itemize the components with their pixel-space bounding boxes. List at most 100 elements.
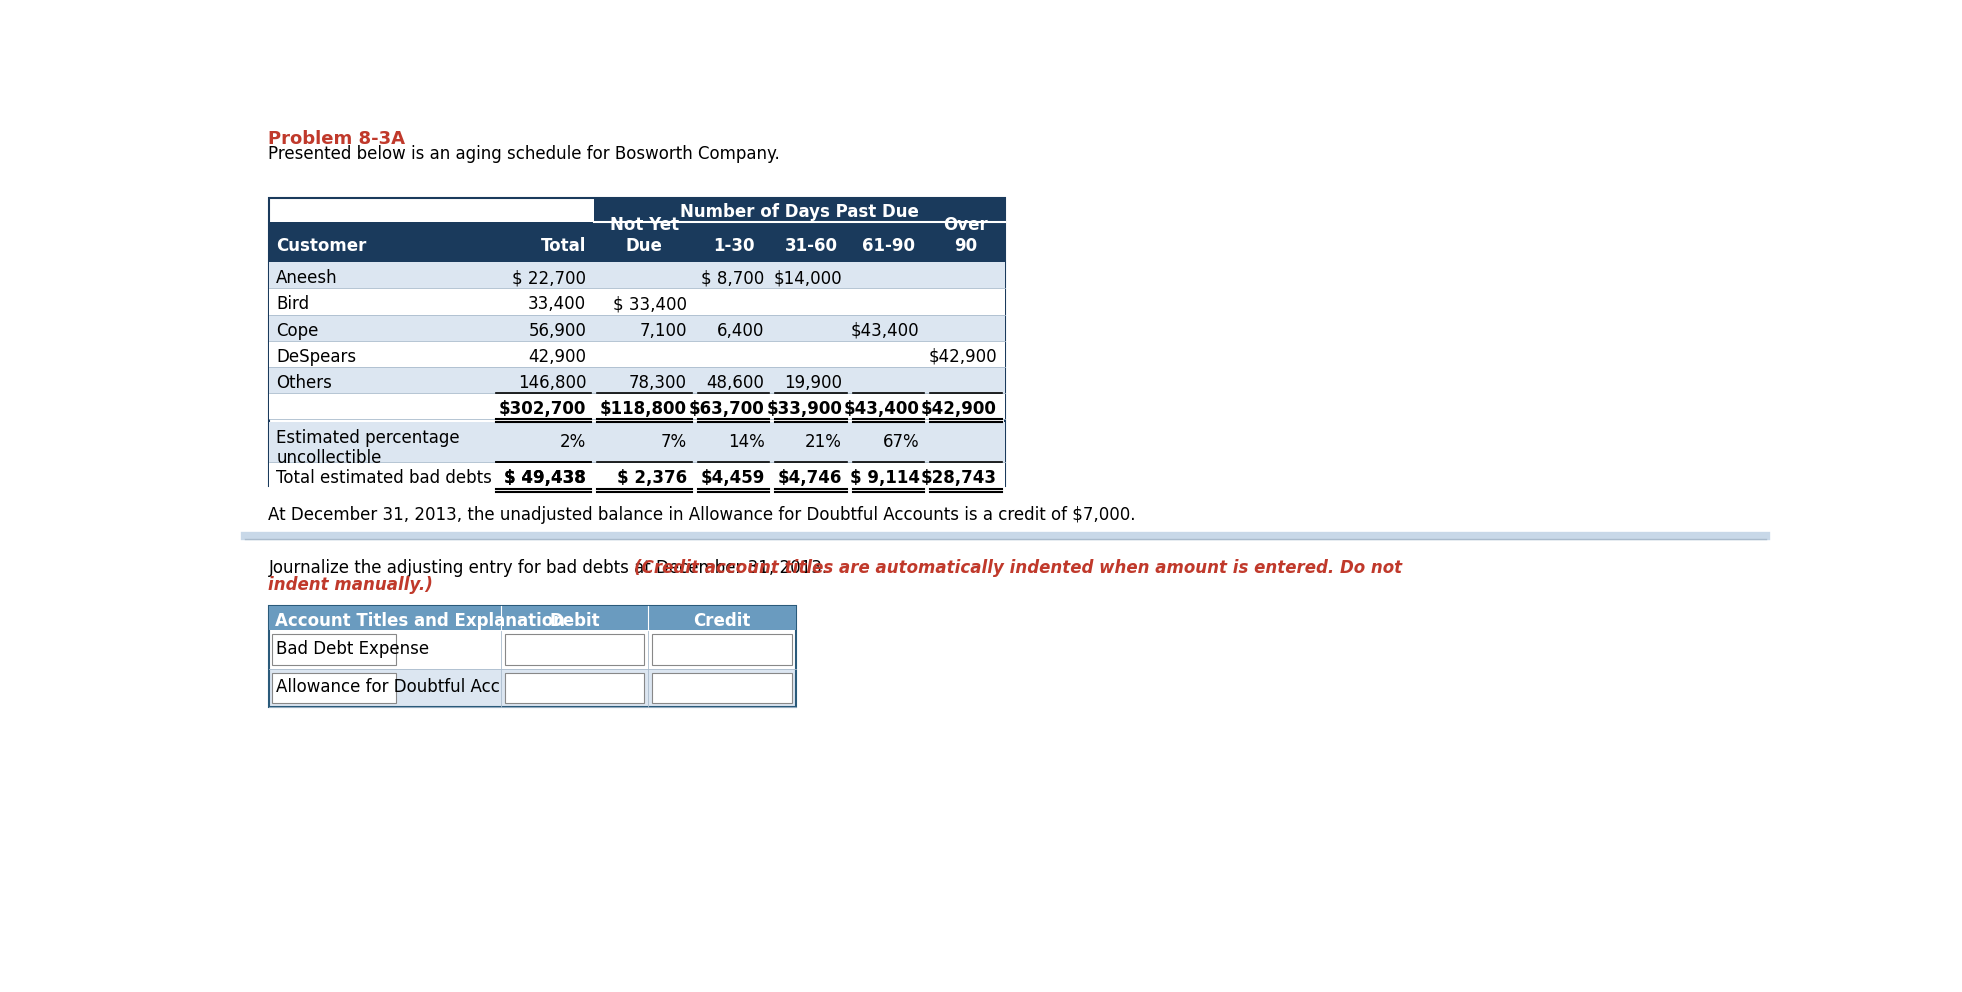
Text: Journalize the adjusting entry for bad debts at December 31, 2013.: Journalize the adjusting entry for bad d… bbox=[269, 559, 834, 577]
Bar bbox=[928, 423, 1005, 462]
Text: $63,700: $63,700 bbox=[689, 400, 765, 418]
Text: 1-30: 1-30 bbox=[712, 236, 753, 255]
Bar bbox=[594, 289, 695, 314]
Bar bbox=[773, 341, 850, 367]
Text: Aneesh: Aneesh bbox=[277, 269, 337, 288]
Text: $ 33,400: $ 33,400 bbox=[612, 296, 687, 313]
Text: $33,900: $33,900 bbox=[765, 400, 842, 418]
Bar bbox=[594, 367, 695, 393]
Text: $14,000: $14,000 bbox=[773, 269, 842, 288]
Text: $118,800: $118,800 bbox=[600, 400, 687, 418]
Bar bbox=[269, 367, 492, 393]
Bar bbox=[269, 423, 492, 462]
Bar bbox=[850, 423, 928, 462]
Bar bbox=[269, 289, 492, 314]
Text: Others: Others bbox=[277, 374, 332, 392]
Bar bbox=[492, 423, 594, 462]
Bar bbox=[492, 262, 594, 289]
Bar bbox=[500, 606, 647, 630]
Bar bbox=[850, 367, 928, 393]
Bar bbox=[695, 314, 773, 341]
Bar bbox=[773, 423, 850, 462]
Bar bbox=[594, 314, 695, 341]
Bar bbox=[850, 393, 928, 420]
Text: 78,300: 78,300 bbox=[630, 374, 687, 392]
Bar bbox=[695, 289, 773, 314]
Bar bbox=[269, 606, 795, 707]
Text: Not Yet
Due: Not Yet Due bbox=[610, 216, 679, 255]
Text: Bad Debt Expense: Bad Debt Expense bbox=[277, 640, 430, 658]
Bar bbox=[850, 262, 928, 289]
Bar bbox=[504, 634, 644, 665]
Text: 31-60: 31-60 bbox=[785, 236, 838, 255]
Bar bbox=[647, 606, 795, 630]
Text: 21%: 21% bbox=[804, 434, 842, 451]
Text: 2%: 2% bbox=[559, 434, 587, 451]
Text: Presented below is an aging schedule for Bosworth Company.: Presented below is an aging schedule for… bbox=[269, 145, 781, 164]
Bar bbox=[651, 673, 791, 703]
Text: Number of Days Past Due: Number of Days Past Due bbox=[681, 203, 918, 221]
Bar bbox=[269, 669, 500, 707]
Bar bbox=[594, 423, 695, 462]
Bar bbox=[492, 341, 594, 367]
Bar bbox=[594, 197, 1005, 222]
Text: $28,743: $28,743 bbox=[920, 469, 997, 487]
Bar bbox=[647, 669, 795, 707]
Bar bbox=[269, 262, 492, 289]
Bar bbox=[269, 314, 492, 341]
Text: Customer: Customer bbox=[277, 236, 367, 255]
Text: 61-90: 61-90 bbox=[861, 236, 914, 255]
Text: 14%: 14% bbox=[728, 434, 765, 451]
Bar bbox=[492, 462, 594, 489]
Bar bbox=[269, 606, 500, 630]
Bar bbox=[850, 314, 928, 341]
Text: 33,400: 33,400 bbox=[528, 296, 587, 313]
Bar bbox=[269, 630, 500, 669]
Bar bbox=[594, 341, 695, 367]
Bar bbox=[773, 314, 850, 341]
Bar bbox=[504, 673, 644, 703]
Text: $4,746: $4,746 bbox=[777, 469, 842, 487]
Bar bbox=[850, 341, 928, 367]
Bar bbox=[269, 197, 1005, 485]
Bar bbox=[647, 630, 795, 669]
Bar bbox=[500, 630, 647, 669]
Bar bbox=[695, 462, 773, 489]
Text: Allowance for Doubtful Acc: Allowance for Doubtful Acc bbox=[277, 679, 500, 696]
Text: 6,400: 6,400 bbox=[718, 321, 765, 339]
Text: Over
90: Over 90 bbox=[944, 216, 989, 255]
Text: 146,800: 146,800 bbox=[518, 374, 587, 392]
Bar bbox=[850, 222, 928, 262]
Bar bbox=[500, 669, 647, 707]
Text: At December 31, 2013, the unadjusted balance in Allowance for Doubtful Accounts : At December 31, 2013, the unadjusted bal… bbox=[269, 506, 1136, 524]
Bar bbox=[594, 222, 695, 262]
Bar bbox=[695, 222, 773, 262]
Bar bbox=[695, 423, 773, 462]
Bar bbox=[695, 341, 773, 367]
Text: $43,400: $43,400 bbox=[852, 321, 920, 339]
Text: 19,900: 19,900 bbox=[785, 374, 842, 392]
Bar bbox=[850, 289, 928, 314]
Text: $4,459: $4,459 bbox=[700, 469, 765, 487]
Text: 67%: 67% bbox=[883, 434, 920, 451]
Bar bbox=[928, 393, 1005, 420]
Bar bbox=[492, 393, 594, 420]
Bar bbox=[773, 222, 850, 262]
Bar bbox=[850, 462, 928, 489]
Bar bbox=[651, 634, 791, 665]
Bar bbox=[773, 393, 850, 420]
Bar bbox=[269, 222, 492, 262]
Bar bbox=[269, 462, 492, 489]
Bar bbox=[594, 262, 695, 289]
Text: $ 49,438: $ 49,438 bbox=[504, 469, 587, 487]
Bar bbox=[269, 393, 492, 420]
Text: Problem 8-3A: Problem 8-3A bbox=[269, 130, 406, 148]
Text: $ 8,700: $ 8,700 bbox=[700, 269, 765, 288]
Bar bbox=[594, 393, 695, 420]
Text: Total estimated bad debts: Total estimated bad debts bbox=[277, 469, 492, 487]
Bar bbox=[928, 341, 1005, 367]
Text: 48,600: 48,600 bbox=[706, 374, 765, 392]
Bar bbox=[492, 367, 594, 393]
Text: Total: Total bbox=[542, 236, 587, 255]
Bar bbox=[269, 341, 492, 367]
